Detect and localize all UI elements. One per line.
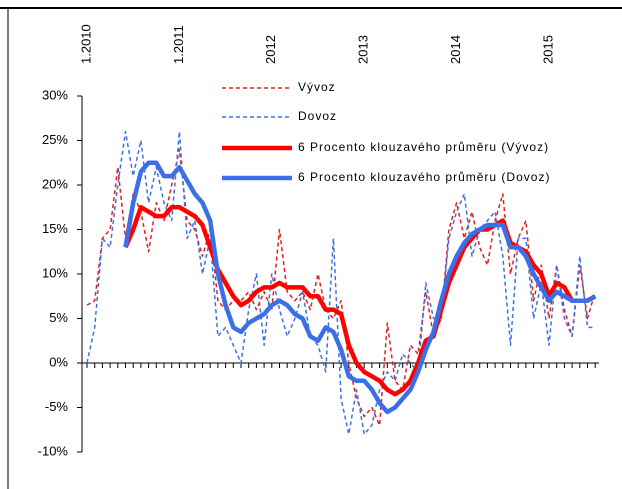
x-tick-label: 2014 bbox=[448, 35, 463, 64]
y-tick-label: 20% bbox=[42, 176, 68, 191]
legend-label: 6 Procento klouzavého průměru (Vývoz) bbox=[298, 140, 549, 154]
y-tick-label: 10% bbox=[42, 265, 68, 280]
y-tick-label: 5% bbox=[49, 310, 68, 325]
y-tick-label: 15% bbox=[42, 221, 68, 236]
y-tick-label: 25% bbox=[42, 132, 68, 147]
series-line bbox=[86, 148, 596, 427]
legend-label: 6 Procento klouzavého průměru (Dovoz) bbox=[298, 170, 550, 184]
x-tick-label: 1.2011 bbox=[171, 25, 186, 64]
x-tick-label: 2013 bbox=[356, 35, 371, 64]
y-tick-label: 30% bbox=[42, 87, 68, 102]
x-tick-label: 1.2010 bbox=[78, 24, 93, 64]
x-tick-label: 2015 bbox=[540, 35, 555, 64]
y-tick-label: 0% bbox=[49, 354, 68, 369]
x-tick-label: 2012 bbox=[263, 35, 278, 64]
series-line bbox=[86, 130, 596, 435]
y-tick-label: -5% bbox=[45, 399, 69, 414]
legend-label: Vývoz bbox=[298, 80, 336, 94]
series-line bbox=[123, 160, 597, 415]
y-tick-label: -10% bbox=[38, 443, 69, 458]
legend-label: Dovoz bbox=[298, 109, 337, 123]
